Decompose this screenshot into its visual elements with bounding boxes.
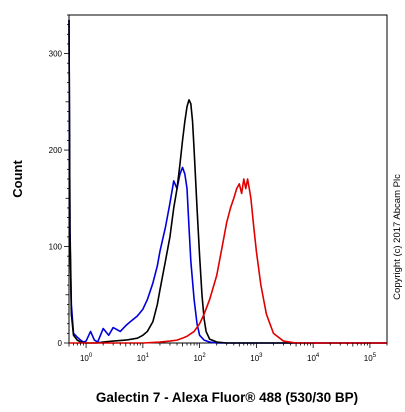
plot-frame xyxy=(68,14,388,344)
x-tick-label: 102 xyxy=(193,353,206,363)
y-tick-label: 100 xyxy=(49,243,63,252)
x-axis-ticks: 100 101 102 103 104 105 xyxy=(68,343,388,363)
series-line-1 xyxy=(68,19,387,344)
y-tick-label: 300 xyxy=(49,50,63,59)
copyright-annotation: Copyright (c) 2017 Abcam Plc xyxy=(392,174,403,300)
x-tick-label: 103 xyxy=(250,353,263,363)
y-tick-label: 200 xyxy=(49,146,63,155)
series-line-2 xyxy=(69,178,387,344)
y-tick-label: 0 xyxy=(58,339,63,348)
x-tick-label: 100 xyxy=(80,353,93,363)
x-tick-label: 105 xyxy=(364,353,377,363)
y-axis-title: Count xyxy=(10,160,25,198)
series-group xyxy=(68,19,387,344)
y-axis-ticks: 0 100 200 300 xyxy=(49,14,69,348)
x-axis-title: Galectin 7 - Alexa Fluor® 488 (530/30 BP… xyxy=(96,390,358,405)
x-tick-label: 101 xyxy=(137,353,150,363)
series-line-0 xyxy=(68,19,387,344)
x-tick-label: 104 xyxy=(307,353,320,363)
